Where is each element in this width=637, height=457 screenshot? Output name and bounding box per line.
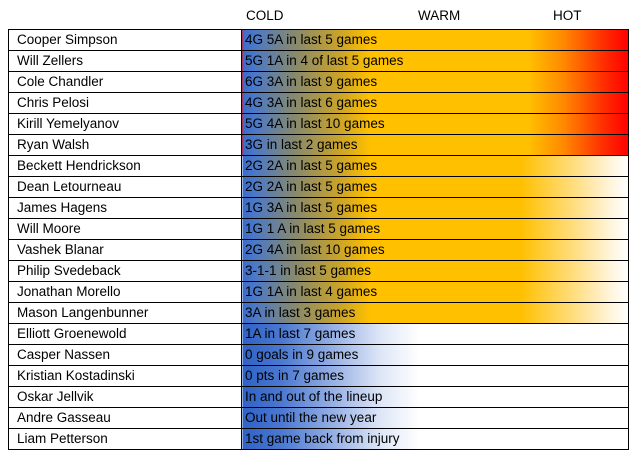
- player-stat-heat-bar: 4G 3A in last 6 games: [241, 92, 629, 114]
- player-stat-heat-bar: 5G 1A in 4 of last 5 games: [241, 50, 629, 72]
- player-stat-heat-bar: 2G 2A in last 5 games: [241, 155, 629, 177]
- player-stat-heat-bar: Out until the new year: [241, 407, 629, 429]
- player-name: Mason Langenbunner: [8, 302, 242, 324]
- player-stat-heat-bar: 1G 3A in last 5 games: [241, 197, 629, 219]
- table-row: Will Moore 1G 1 A in last 5 games: [8, 218, 629, 240]
- player-name: Oskar Jellvik: [8, 386, 242, 408]
- table-row: Liam Petterson 1st game back from injury: [8, 428, 629, 450]
- player-heat-table: Cooper Simpson 4G 5A in last 5 games Will …: [8, 29, 629, 450]
- player-name: Philip Svedeback: [8, 260, 242, 282]
- table-row: Dean Letourneau 2G 2A in last 5 games: [8, 176, 629, 198]
- player-stat-heat-bar: 5G 4A in last 10 games: [241, 113, 629, 135]
- player-name: Beckett Hendrickson: [8, 155, 242, 177]
- player-stat-heat-bar: 6G 3A in last 9 games: [241, 71, 629, 93]
- header-cold: COLD: [246, 8, 284, 23]
- player-stat-heat-bar: 1G 1A in last 4 games: [241, 281, 629, 303]
- header-warm: WARM: [418, 8, 461, 23]
- player-stat-heat-bar: 4G 5A in last 5 games: [241, 29, 629, 51]
- player-name: Andre Gasseau: [8, 407, 242, 429]
- table-row: Oskar Jellvik In and out of the lineup: [8, 386, 629, 408]
- player-name: Kristian Kostadinski: [8, 365, 242, 387]
- player-name: Elliott Groenewold: [8, 323, 242, 345]
- player-stat-heat-bar: 2G 2A in last 5 games: [241, 176, 629, 198]
- player-stat-heat-bar: 0 pts in 7 games: [241, 365, 629, 387]
- player-stat-heat-bar: 3G in last 2 games: [241, 134, 629, 156]
- table-row: Kirill Yemelyanov 5G 4A in last 10 games: [8, 113, 629, 135]
- player-stat-heat-bar: 1A in last 7 games: [241, 323, 629, 345]
- table-row: Mason Langenbunner 3A in last 3 games: [8, 302, 629, 324]
- player-stat-heat-bar: 1st game back from injury: [241, 428, 629, 450]
- player-name: Cole Chandler: [8, 71, 242, 93]
- player-stat-heat-bar: 0 goals in 9 games: [241, 344, 629, 366]
- player-stat-heat-bar: In and out of the lineup: [241, 386, 629, 408]
- player-name: Will Zellers: [8, 50, 242, 72]
- table-row: Jonathan Morello 1G 1A in last 4 games: [8, 281, 629, 303]
- player-name: Cooper Simpson: [8, 29, 242, 51]
- table-row: Kristian Kostadinski 0 pts in 7 games: [8, 365, 629, 387]
- table-row: Cooper Simpson 4G 5A in last 5 games: [8, 29, 629, 51]
- header-hot: HOT: [553, 8, 582, 23]
- table-row: Will Zellers 5G 1A in 4 of last 5 games: [8, 50, 629, 72]
- table-row: Ryan Walsh 3G in last 2 games: [8, 134, 629, 156]
- table-row: Chris Pelosi 4G 3A in last 6 games: [8, 92, 629, 114]
- player-stat-heat-bar: 2G 4A in last 10 games: [241, 239, 629, 261]
- player-name: Ryan Walsh: [8, 134, 242, 156]
- table-row: Casper Nassen 0 goals in 9 games: [8, 344, 629, 366]
- player-name: Chris Pelosi: [8, 92, 242, 114]
- player-stat-heat-bar: 3-1-1 in last 5 games: [241, 260, 629, 282]
- player-name: Jonathan Morello: [8, 281, 242, 303]
- player-name: Vashek Blanar: [8, 239, 242, 261]
- player-name: Dean Letourneau: [8, 176, 242, 198]
- player-name: Will Moore: [8, 218, 242, 240]
- table-row: Andre Gasseau Out until the new year: [8, 407, 629, 429]
- table-row: Beckett Hendrickson 2G 2A in last 5 games: [8, 155, 629, 177]
- table-row: Elliott Groenewold 1A in last 7 games: [8, 323, 629, 345]
- player-name: Liam Petterson: [8, 428, 242, 450]
- table-row: James Hagens 1G 3A in last 5 games: [8, 197, 629, 219]
- player-stat-heat-bar: 1G 1 A in last 5 games: [241, 218, 629, 240]
- table-row: Cole Chandler 6G 3A in last 9 games: [8, 71, 629, 93]
- player-name: Casper Nassen: [8, 344, 242, 366]
- player-stat-heat-bar: 3A in last 3 games: [241, 302, 629, 324]
- table-row: Philip Svedeback 3-1-1 in last 5 games: [8, 260, 629, 282]
- table-row: Vashek Blanar 2G 4A in last 10 games: [8, 239, 629, 261]
- player-name: James Hagens: [8, 197, 242, 219]
- player-name: Kirill Yemelyanov: [8, 113, 242, 135]
